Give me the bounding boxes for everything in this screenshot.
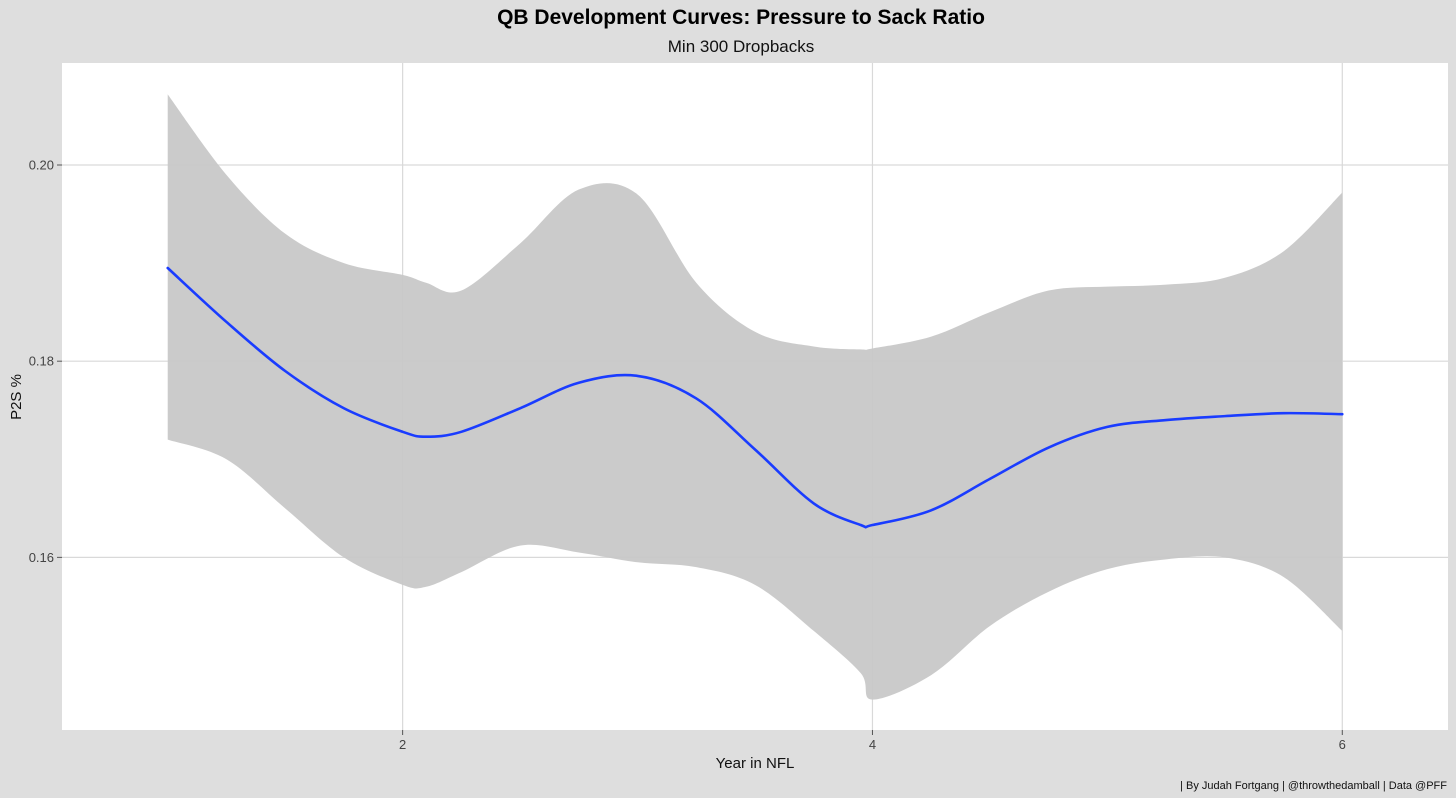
x-tick-label-0: 2 [399,737,406,752]
smooth-line-layer [166,266,1344,529]
smooth-line-0 [166,266,1344,529]
y-tick-label-0: 0.16 [29,550,54,565]
y-axis: 0.16 0.18 0.20 [29,158,62,565]
x-axis-title: Year in NFL [716,755,795,772]
x-tick-label-1: 4 [869,737,876,752]
chart-subtitle: Min 300 Dropbacks [668,37,814,56]
chart-caption: | By Judah Fortgang | @throwthedamball |… [1180,780,1447,792]
x-tick-label-2: 6 [1339,737,1346,752]
confidence-ribbon-layer [167,94,1343,700]
confidence-ribbon-0 [167,94,1343,700]
chart-title: QB Development Curves: Pressure to Sack … [497,6,985,29]
y-tick-label-2: 0.20 [29,158,54,173]
y-axis-title: P2S % [8,374,25,420]
y-tick-label-1: 0.18 [29,354,54,369]
x-axis: 2 4 6 [399,730,1346,752]
